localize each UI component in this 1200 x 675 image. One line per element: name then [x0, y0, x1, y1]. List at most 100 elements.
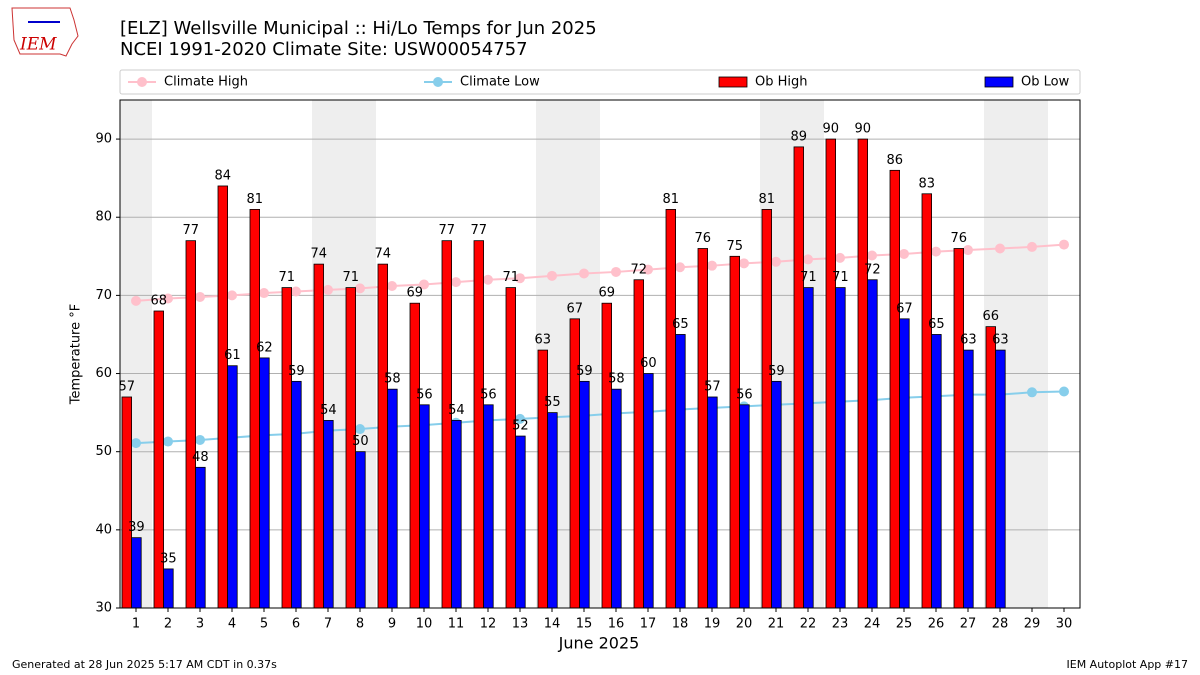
bar [889, 169, 901, 609]
x-tick-label: 11 [448, 617, 465, 632]
bar [643, 373, 654, 609]
legend-swatch [984, 76, 1014, 88]
x-tick-label: 25 [896, 617, 913, 632]
bar [857, 138, 869, 609]
data-label: 71 [279, 270, 296, 285]
marker [1059, 386, 1069, 397]
footer-left: Generated at 28 Jun 2025 5:17 AM CDT in … [12, 658, 277, 671]
marker [355, 424, 365, 435]
bar [931, 334, 942, 609]
marker [515, 413, 525, 424]
data-label: 57 [704, 379, 721, 394]
data-label: 71 [343, 270, 360, 285]
x-tick-label: 14 [544, 617, 561, 632]
data-label: 59 [768, 364, 785, 379]
bar [547, 412, 558, 609]
bar [825, 138, 837, 609]
marker [1027, 241, 1037, 252]
data-label: 35 [160, 551, 177, 566]
data-label: 83 [919, 176, 936, 191]
marker [995, 243, 1005, 254]
logo-outline [11, 7, 79, 57]
bar [121, 396, 133, 609]
bar [579, 380, 590, 609]
chart-subtitle: NCEI 1991-2020 Climate Site: USW00054757 [120, 39, 528, 60]
bar [835, 287, 846, 609]
legend-label: Climate High [164, 75, 248, 90]
bar [569, 318, 581, 609]
x-tick-label: 4 [228, 617, 236, 632]
bar [441, 240, 453, 609]
x-tick-label: 13 [512, 617, 529, 632]
bar [409, 302, 421, 609]
x-tick-label: 3 [196, 617, 204, 632]
x-tick-label: 6 [292, 617, 300, 632]
bar [227, 365, 238, 609]
data-label: 68 [151, 294, 168, 309]
x-tick-label: 16 [608, 617, 625, 632]
bar [803, 287, 814, 609]
bar [985, 326, 997, 609]
marker [1027, 387, 1037, 398]
data-label: 89 [791, 129, 808, 144]
bar [697, 248, 709, 609]
marker [899, 248, 909, 259]
bar [601, 302, 613, 609]
data-label: 54 [448, 403, 465, 418]
data-label: 61 [224, 348, 241, 363]
bar [377, 263, 389, 609]
bar [131, 537, 142, 609]
data-label: 55 [544, 395, 561, 410]
x-tick-label: 18 [672, 617, 689, 632]
chart-title: [ELZ] Wellsville Municipal :: Hi/Lo Temp… [120, 18, 597, 39]
bar [867, 279, 878, 609]
data-label: 67 [896, 301, 913, 316]
x-tick-label: 20 [736, 617, 753, 632]
x-axis-label: June 2025 [558, 634, 640, 653]
data-label: 48 [192, 450, 209, 465]
logo-text: IEM [19, 35, 57, 55]
data-label: 62 [256, 340, 273, 355]
bar [771, 380, 782, 609]
data-label: 58 [608, 372, 625, 387]
data-label: 76 [695, 231, 712, 246]
data-label: 76 [951, 231, 968, 246]
marker [1059, 239, 1069, 250]
bar [921, 193, 933, 609]
marker [323, 284, 333, 295]
data-label: 69 [407, 286, 424, 301]
marker [739, 258, 749, 269]
bar [419, 404, 430, 609]
bar [505, 287, 517, 609]
data-label: 59 [288, 364, 305, 379]
data-label: 81 [663, 192, 680, 207]
marker [195, 291, 205, 302]
bar [281, 287, 293, 609]
marker [131, 295, 141, 306]
marker [131, 438, 141, 449]
data-label: 90 [855, 122, 872, 137]
marker [707, 260, 717, 271]
data-label: 77 [439, 223, 456, 238]
y-tick-label: 40 [95, 522, 112, 537]
marker [963, 245, 973, 256]
data-label: 84 [215, 168, 232, 183]
bar [953, 248, 965, 609]
x-tick-label: 2 [164, 617, 172, 632]
data-label: 81 [759, 192, 776, 207]
data-label: 50 [352, 434, 369, 449]
bar [249, 209, 261, 609]
x-tick-label: 12 [480, 617, 497, 632]
bar [291, 380, 302, 609]
marker [867, 250, 877, 261]
bar [473, 240, 485, 609]
bar [899, 318, 910, 609]
bar [217, 185, 229, 609]
bar [761, 209, 773, 609]
legend-marker [137, 77, 147, 87]
bar [739, 404, 750, 609]
marker [483, 274, 493, 285]
legend-label: Ob Low [1021, 75, 1070, 90]
data-label: 86 [887, 153, 904, 168]
x-tick-label: 1 [132, 617, 140, 632]
